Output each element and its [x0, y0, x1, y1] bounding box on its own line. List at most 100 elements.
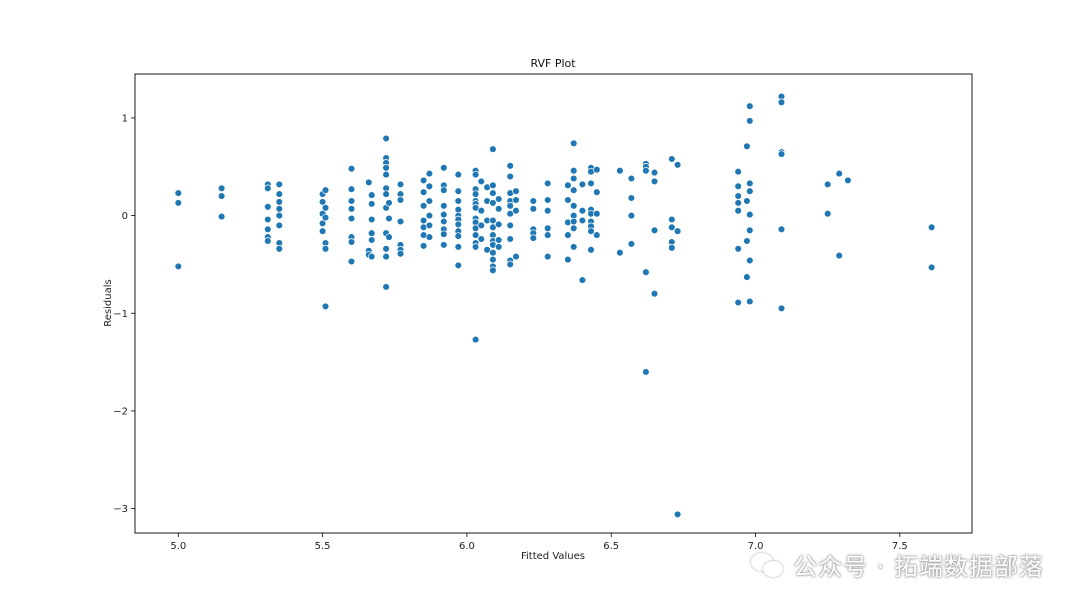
data-point — [419, 242, 428, 250]
data-point — [746, 102, 754, 110]
data-point — [440, 241, 448, 249]
data-point — [668, 215, 676, 224]
data-point — [347, 257, 356, 266]
data-point — [734, 167, 742, 176]
data-point — [494, 195, 503, 203]
data-point — [578, 206, 587, 215]
data-point — [616, 248, 624, 257]
data-point — [321, 204, 330, 212]
data-point — [743, 237, 751, 245]
data-point — [440, 186, 448, 194]
data-point — [569, 166, 578, 175]
data-point — [367, 252, 376, 261]
data-point — [746, 210, 754, 219]
data-point — [569, 243, 578, 251]
data-point — [746, 117, 754, 125]
data-point — [440, 210, 448, 219]
data-point — [835, 251, 843, 260]
data-point — [512, 252, 520, 261]
data-point — [382, 164, 390, 172]
data-point — [673, 227, 682, 235]
data-point — [382, 190, 390, 198]
data-point — [477, 235, 486, 243]
data-point — [506, 260, 514, 269]
data-point — [734, 192, 742, 200]
data-point — [593, 188, 601, 196]
data-point — [668, 223, 676, 232]
data-point — [347, 197, 356, 205]
data-point — [425, 197, 434, 205]
data-point — [382, 252, 390, 261]
data-point — [477, 221, 486, 230]
data-point — [264, 225, 272, 234]
data-point — [275, 198, 284, 206]
watermark: 公众号 · 拓端数据部落 — [751, 547, 1044, 582]
data-point — [746, 187, 754, 195]
data-point — [425, 169, 434, 178]
data-point — [367, 191, 376, 199]
data-point — [593, 165, 601, 174]
data-point — [650, 289, 659, 298]
data-point — [264, 184, 272, 193]
data-point — [382, 170, 390, 179]
data-point — [543, 252, 552, 261]
data-point — [440, 202, 448, 210]
data-point — [616, 166, 624, 175]
data-point — [174, 189, 183, 197]
data-point — [396, 249, 405, 258]
data-point — [318, 198, 327, 206]
data-point — [668, 155, 676, 163]
data-point — [569, 224, 578, 233]
x-tick-label: 6.5 — [603, 541, 619, 552]
data-point — [543, 231, 552, 239]
data-point — [494, 243, 503, 251]
data-point — [425, 221, 434, 230]
data-point — [743, 197, 751, 205]
data-point — [569, 217, 578, 226]
data-point — [543, 224, 552, 233]
data-point — [650, 226, 659, 235]
data-point — [347, 214, 356, 223]
data-point — [506, 209, 514, 218]
data-point — [489, 189, 497, 197]
data-point — [471, 243, 480, 251]
wechat-icon — [751, 551, 785, 579]
data-point — [367, 229, 376, 237]
data-point — [512, 206, 520, 215]
data-point — [489, 255, 497, 264]
data-point — [835, 169, 843, 178]
data-point — [512, 196, 520, 204]
data-point — [382, 134, 390, 143]
y-tick-label: 1 — [122, 113, 128, 124]
data-point — [734, 298, 742, 307]
data-point — [264, 203, 272, 211]
data-point — [927, 263, 936, 272]
data-point — [569, 139, 578, 148]
data-point — [174, 262, 183, 271]
data-point — [529, 197, 538, 205]
data-point — [321, 186, 330, 194]
data-point — [321, 302, 330, 311]
data-point — [543, 196, 552, 204]
data-point — [578, 180, 587, 189]
data-point — [217, 184, 226, 193]
data-point — [673, 510, 682, 519]
data-point — [275, 221, 284, 230]
data-point — [564, 196, 572, 204]
data-point — [746, 226, 754, 235]
data-point — [347, 185, 356, 193]
data-point — [454, 220, 463, 229]
data-point — [275, 245, 284, 253]
data-point — [365, 178, 373, 187]
data-point — [823, 209, 832, 218]
x-tick-label: 5.5 — [315, 541, 331, 552]
data-point — [642, 368, 650, 376]
data-point — [512, 187, 520, 195]
data-point — [489, 223, 497, 232]
data-point — [569, 186, 578, 194]
x-tick-label: 7.5 — [892, 541, 908, 552]
data-point — [650, 168, 659, 177]
data-point — [396, 180, 405, 189]
data-point — [419, 176, 428, 185]
